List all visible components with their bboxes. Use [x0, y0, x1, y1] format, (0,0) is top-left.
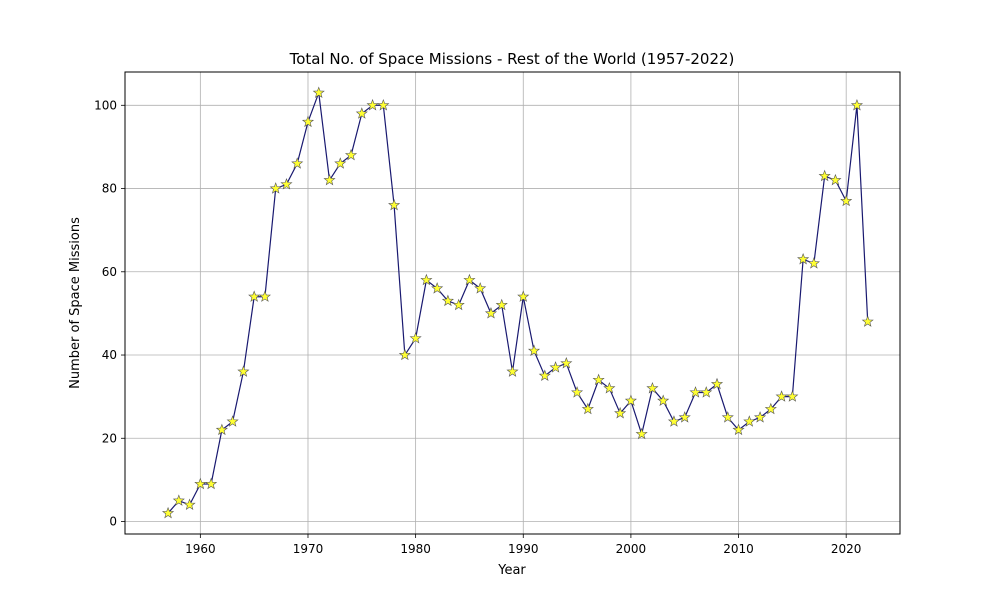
data-point-star [258, 290, 271, 302]
data-point-star [527, 344, 541, 357]
y-tick-label: 40 [102, 348, 117, 362]
x-tick-label: 2000 [616, 542, 647, 556]
chart-title: Total No. of Space Missions - Rest of th… [289, 50, 735, 68]
data-point-star [172, 494, 185, 506]
data-point-star [861, 315, 874, 327]
data-point-star [377, 98, 390, 111]
data-point-star [312, 86, 325, 98]
y-tick-label: 20 [102, 431, 117, 445]
data-point-star [506, 365, 519, 377]
data-point-star [635, 427, 648, 440]
data-point-star [474, 282, 487, 294]
data-point-star [592, 373, 605, 386]
data-point-star [657, 394, 670, 406]
data-point-star [764, 402, 777, 415]
x-axis-label: Year [497, 563, 526, 578]
data-point-star [431, 282, 444, 294]
data-point-star [215, 423, 228, 436]
data-point-star [388, 198, 401, 211]
data-point-star [280, 178, 293, 190]
data-point-star [484, 307, 498, 319]
data-point-star [420, 273, 433, 286]
plot-area-frame [124, 71, 901, 535]
x-tick-label: 1990 [508, 542, 539, 556]
data-point-star [678, 411, 691, 423]
x-axis-ticks: 1960 1970 1980 1990 2000 2010 2020 [185, 534, 861, 556]
data-point-star [463, 273, 476, 286]
y-tick-label: 100 [94, 98, 117, 112]
marker-layer [161, 86, 874, 519]
data-point-star [603, 381, 616, 394]
data-point-star [226, 415, 239, 427]
y-axis-ticks: 0 20 40 60 80 100 [94, 98, 125, 529]
data-point-star [538, 369, 551, 381]
data-point-star [700, 386, 713, 398]
y-axis-label: Number of Space Missions [68, 217, 83, 389]
data-point-star [581, 402, 594, 415]
data-point-star [355, 107, 368, 119]
data-point-star [409, 332, 422, 344]
data-point-star [775, 390, 788, 402]
data-point-star [754, 411, 767, 423]
data-point-star [205, 477, 218, 490]
data-point-star [743, 415, 756, 427]
data-point-star [183, 498, 196, 511]
data-point-star [797, 252, 810, 265]
data-point-star [161, 506, 175, 519]
data-point-star [452, 298, 465, 311]
data-point-star [323, 173, 336, 186]
data-point-star [291, 157, 304, 169]
data-point-star [441, 294, 454, 307]
data-point-star [646, 381, 659, 394]
data-point-star [366, 98, 379, 111]
data-point-star [549, 361, 562, 373]
data-point-star [194, 477, 207, 490]
x-tick-label: 1970 [293, 542, 324, 556]
data-point-star [334, 157, 347, 169]
data-point-star [786, 390, 799, 402]
data-point-star [829, 173, 842, 186]
data-point-star [624, 394, 637, 406]
y-tick-label: 80 [102, 182, 117, 196]
data-point-star [850, 98, 864, 111]
x-tick-label: 1980 [400, 542, 431, 556]
x-tick-label: 2020 [831, 542, 862, 556]
data-point-star [840, 194, 853, 207]
data-point-star [269, 182, 282, 194]
data-point-star [495, 298, 508, 311]
data-point-star [560, 356, 573, 369]
grid [125, 72, 900, 534]
data-point-star [517, 290, 530, 302]
data-point-star [237, 365, 250, 377]
data-point-star [571, 386, 584, 398]
data-point-star [667, 415, 681, 427]
data-point-star [344, 148, 358, 161]
x-tick-label: 1960 [185, 542, 216, 556]
data-point-star [301, 115, 315, 128]
data-point-star [614, 406, 627, 419]
y-tick-label: 60 [102, 265, 117, 279]
data-point-star [807, 257, 820, 269]
y-tick-label: 0 [109, 515, 117, 529]
data-point-star [398, 348, 411, 361]
data-point-star [732, 423, 745, 436]
data-point-star [721, 411, 734, 423]
x-tick-label: 2010 [723, 542, 754, 556]
data-point-star [689, 386, 702, 398]
data-point-star [710, 377, 724, 390]
data-point-star [248, 290, 261, 302]
data-point-star [818, 169, 831, 182]
